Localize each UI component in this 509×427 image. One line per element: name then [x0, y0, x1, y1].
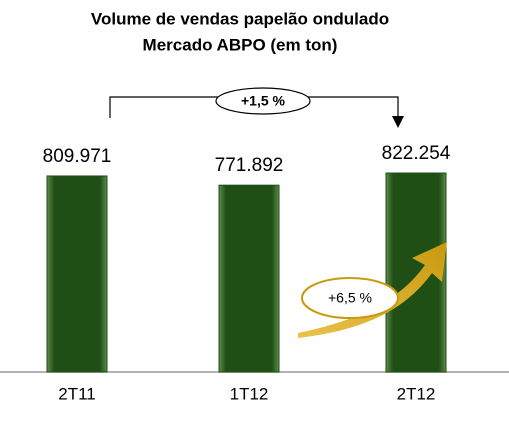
bar — [218, 184, 280, 373]
x-tick-label: 2T12 — [397, 384, 436, 403]
value-label: 809.971 — [43, 146, 112, 167]
arrowhead — [392, 116, 404, 128]
x-tick-label: 1T12 — [230, 384, 269, 403]
annotation-bubble — [301, 277, 399, 319]
x-tick-label: 2T11 — [58, 384, 96, 403]
trend-arrow — [298, 242, 447, 338]
annotation: +6,5 % — [328, 290, 372, 306]
bar — [46, 175, 108, 373]
chart-title: Mercado ABPO (em ton) — [143, 35, 338, 54]
value-label: 771.892 — [215, 155, 284, 176]
annotation: +1,5 % — [241, 93, 286, 109]
value-label: 822.254 — [382, 143, 451, 164]
chart-title: Volume de vendas papelão ondulado — [91, 9, 389, 28]
annotation-bubble — [215, 87, 311, 115]
